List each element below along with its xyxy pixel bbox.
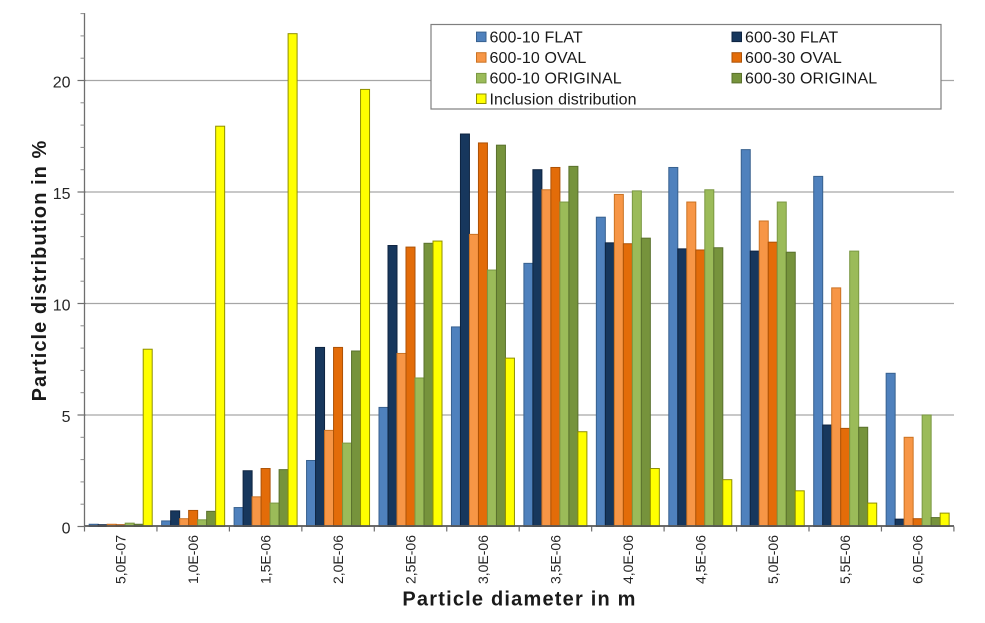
svg-text:5: 5 <box>62 409 71 426</box>
svg-text:Inclusion distribution: Inclusion distribution <box>490 91 637 108</box>
svg-text:20: 20 <box>53 74 71 91</box>
svg-text:600-10 FLAT: 600-10 FLAT <box>490 29 583 46</box>
svg-text:3,5E-06: 3,5E-06 <box>547 535 563 584</box>
svg-text:2,0E-06: 2,0E-06 <box>330 535 346 584</box>
svg-text:4,5E-06: 4,5E-06 <box>692 535 708 584</box>
svg-text:600-10 OVAL: 600-10 OVAL <box>490 50 587 67</box>
svg-text:6,0E-06: 6,0E-06 <box>910 535 926 584</box>
svg-text:1,5E-06: 1,5E-06 <box>258 535 274 584</box>
svg-text:10: 10 <box>53 297 71 314</box>
svg-text:600-10 ORIGINAL: 600-10 ORIGINAL <box>490 71 622 88</box>
svg-text:5,0E-07: 5,0E-07 <box>113 535 129 584</box>
svg-text:Particle diameter in m: Particle diameter in m <box>402 589 636 611</box>
svg-text:4,0E-06: 4,0E-06 <box>620 535 636 584</box>
svg-text:Particle distribution in %: Particle distribution in % <box>29 140 51 402</box>
svg-text:15: 15 <box>53 186 71 203</box>
svg-text:0: 0 <box>62 520 71 537</box>
svg-text:5,5E-06: 5,5E-06 <box>837 535 853 584</box>
svg-text:600-30 FLAT: 600-30 FLAT <box>745 29 838 46</box>
svg-text:2,5E-06: 2,5E-06 <box>403 535 419 584</box>
svg-text:1,0E-06: 1,0E-06 <box>185 535 201 584</box>
svg-text:600-30 OVAL: 600-30 OVAL <box>745 50 842 67</box>
svg-text:600-30 ORIGINAL: 600-30 ORIGINAL <box>745 71 877 88</box>
svg-text:3,0E-06: 3,0E-06 <box>475 535 491 584</box>
svg-text:5,0E-06: 5,0E-06 <box>765 535 781 584</box>
